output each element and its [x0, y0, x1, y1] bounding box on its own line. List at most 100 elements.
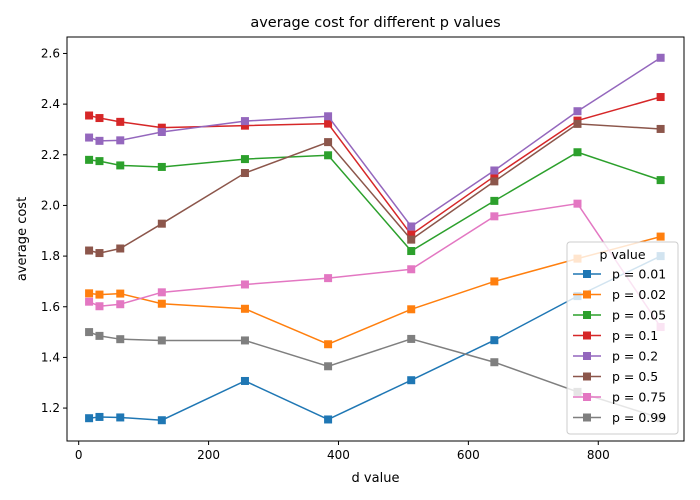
data-point — [116, 300, 125, 309]
legend-marker — [583, 311, 591, 319]
data-point — [95, 249, 104, 258]
data-point — [85, 414, 94, 423]
y-tick-label: 1.4 — [41, 350, 60, 364]
data-point — [240, 376, 249, 385]
data-point — [324, 138, 333, 147]
series-line — [88, 202, 662, 328]
y-axis-label: average cost — [15, 197, 30, 281]
data-point — [656, 176, 665, 185]
data-point — [490, 336, 499, 345]
legend-marker — [583, 413, 591, 422]
y-tick-label: 1.8 — [41, 249, 60, 263]
data-point — [95, 302, 104, 311]
data-point — [656, 232, 665, 241]
data-point — [157, 416, 166, 425]
data-point — [490, 166, 499, 175]
data-point — [240, 117, 249, 126]
legend-marker — [583, 331, 591, 340]
legend-label: p = 0.2 — [612, 349, 658, 364]
x-axis-label: d value — [352, 471, 400, 486]
data-point — [157, 219, 166, 228]
data-point — [240, 169, 249, 178]
data-point — [116, 289, 125, 298]
data-point — [240, 336, 249, 345]
legend-marker — [583, 270, 591, 278]
data-point — [95, 136, 104, 145]
y-tick-label: 1.2 — [41, 401, 60, 415]
data-point — [240, 280, 249, 289]
x-tick-label: 600 — [457, 448, 480, 462]
data-point — [85, 111, 94, 120]
data-point — [490, 172, 499, 181]
legend-label: p = 0.01 — [612, 267, 666, 282]
legend-label: p = 0.99 — [612, 410, 666, 425]
x-tick-label: 200 — [197, 448, 220, 462]
series-group — [85, 53, 665, 425]
data-point — [116, 335, 125, 344]
data-point — [116, 136, 125, 145]
legend-item: p = 0.2 — [573, 349, 658, 364]
y-axis-ticks: 1.2 1.4 1.6 1.8 2.0 2.2 2.4 2.6 — [41, 46, 67, 415]
data-point — [324, 119, 333, 128]
series-2 — [85, 148, 665, 256]
data-point — [324, 274, 333, 283]
legend-title: p value — [599, 247, 645, 262]
data-point — [490, 212, 499, 221]
x-tick-label: 0 — [75, 448, 83, 462]
data-point — [407, 235, 416, 244]
data-point — [490, 196, 499, 205]
legend-item: p = 0.01 — [573, 267, 666, 282]
data-point — [157, 127, 166, 136]
y-tick-label: 2.2 — [41, 148, 60, 162]
data-point — [157, 162, 166, 171]
data-point — [95, 290, 104, 299]
data-point — [490, 277, 499, 286]
legend-label: p = 0.02 — [612, 287, 666, 302]
data-point — [573, 148, 582, 157]
x-tick-label: 400 — [327, 448, 350, 462]
series-line — [88, 123, 661, 254]
data-point — [240, 121, 249, 130]
series-line — [88, 235, 661, 346]
legend-box — [566, 241, 679, 435]
chart-title: average cost for different p values — [250, 15, 500, 31]
legend-marker — [583, 372, 591, 381]
legend-item: p = 0.5 — [573, 369, 658, 384]
y-tick-label: 2.0 — [41, 198, 60, 212]
data-point — [324, 362, 333, 371]
y-tick-label: 1.6 — [41, 300, 60, 314]
data-point — [240, 155, 249, 164]
legend: p value p = 0.01 p = 0.02 p = 0.05 p = 0.1 p… — [566, 241, 679, 435]
data-point — [116, 161, 125, 170]
x-tick-label: 800 — [587, 448, 610, 462]
legend-marker — [583, 393, 591, 401]
data-point — [656, 93, 665, 102]
legend-label: p = 0.1 — [612, 328, 658, 343]
data-point — [407, 230, 416, 239]
data-point — [116, 244, 125, 253]
data-point — [407, 334, 416, 343]
plot-frame — [66, 36, 685, 442]
data-point — [240, 304, 249, 313]
y-tick-label: 2.4 — [41, 97, 60, 111]
data-point — [324, 340, 333, 349]
series-5 — [85, 119, 665, 258]
data-point — [324, 112, 333, 121]
legend-marker — [583, 290, 591, 299]
data-point — [573, 107, 582, 116]
legend-item: p = 0.02 — [573, 287, 666, 302]
series-4 — [85, 53, 665, 231]
legend-label: p = 0.75 — [612, 390, 666, 405]
data-point — [573, 199, 582, 208]
series-line — [88, 57, 662, 228]
data-point — [95, 157, 104, 166]
data-point — [573, 119, 582, 128]
data-point — [85, 246, 94, 255]
series-line — [88, 255, 661, 421]
data-point — [95, 331, 104, 340]
data-point — [157, 299, 166, 308]
data-point — [85, 289, 94, 298]
legend-label: p = 0.05 — [612, 308, 666, 323]
data-point — [85, 328, 94, 337]
